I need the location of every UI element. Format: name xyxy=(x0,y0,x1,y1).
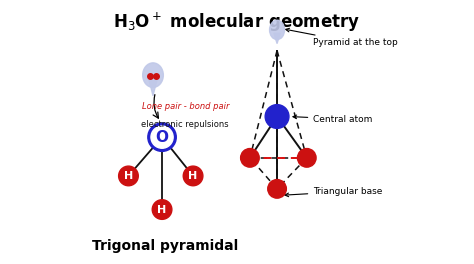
Text: O: O xyxy=(155,130,169,145)
Ellipse shape xyxy=(270,20,284,40)
Text: Central atom: Central atom xyxy=(293,115,373,124)
Circle shape xyxy=(118,166,138,186)
Circle shape xyxy=(268,180,286,198)
Ellipse shape xyxy=(143,63,164,87)
Polygon shape xyxy=(149,80,157,96)
Circle shape xyxy=(265,105,289,128)
Text: H: H xyxy=(124,171,133,181)
Text: Lone pair - bond pair: Lone pair - bond pair xyxy=(142,102,229,111)
Circle shape xyxy=(241,149,259,167)
Circle shape xyxy=(298,149,316,167)
Polygon shape xyxy=(274,33,280,44)
Text: H: H xyxy=(189,171,198,181)
Text: Triangular base: Triangular base xyxy=(285,187,383,197)
Circle shape xyxy=(151,126,173,148)
Text: electronic repulsions: electronic repulsions xyxy=(142,120,229,129)
Circle shape xyxy=(148,123,176,151)
Text: Trigonal pyramidal: Trigonal pyramidal xyxy=(91,239,238,253)
Text: H: H xyxy=(157,205,167,215)
Text: Pyramid at the top: Pyramid at the top xyxy=(286,28,398,47)
Text: H$_3$O$^+$ molecular geometry: H$_3$O$^+$ molecular geometry xyxy=(113,11,361,34)
Circle shape xyxy=(152,200,172,219)
Circle shape xyxy=(183,166,203,186)
